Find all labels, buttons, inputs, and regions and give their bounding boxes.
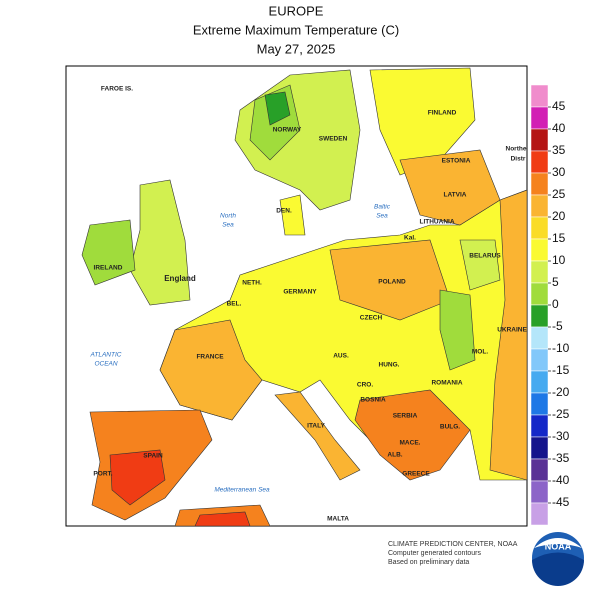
place-label: SERBIA [393, 413, 418, 420]
place-label: ITALY [307, 423, 325, 430]
footer-text: Based on preliminary data [388, 559, 469, 566]
colorbar-label: 20 [552, 209, 566, 223]
place-label: Kal. [404, 235, 416, 242]
colorbar-segment [530, 282, 549, 306]
colorbar-segment [530, 238, 549, 262]
colorbar-segment [530, 172, 549, 196]
colorbar-segment [530, 304, 549, 328]
colorbar-label: 40 [552, 121, 566, 135]
place-label: UKRAINE [497, 327, 527, 334]
sea-label: Baltic [374, 204, 391, 211]
footer-text: Computer generated contours [388, 550, 481, 557]
colorbar-segment [530, 502, 549, 526]
place-label: Northe [506, 146, 527, 153]
place-label: AUS. [333, 353, 349, 360]
place-label: LITHUANIA [419, 219, 454, 226]
colorbar-segment [530, 194, 549, 218]
footer-text: CLIMATE PREDICTION CENTER, NOAA [388, 541, 518, 548]
colorbar-segment [530, 480, 549, 504]
colorbar: 45 40 35 30 25 20 15 10 5 0 -5 -10 -15 -20 -25 -30 -35 -4… [530, 84, 570, 526]
colorbar-label: 10 [552, 253, 566, 267]
colorbar-label: -35 [552, 451, 570, 465]
place-label: FINLAND [428, 110, 457, 117]
place-label: CRO. [357, 382, 373, 389]
place-label: MOL. [472, 349, 488, 356]
place-label: ESTONIA [442, 158, 471, 165]
colorbar-label: -15 [552, 363, 570, 377]
colorbar-segment [530, 150, 549, 174]
colorbar-label: 45 [552, 99, 566, 113]
labels: FAROE IS. NORWAY SWEDEN FINLAND ESTONIA … [90, 86, 528, 523]
place-label: IRELAND [94, 265, 123, 272]
place-label: HUNG. [379, 362, 400, 369]
colorbar-label: -10 [552, 341, 570, 355]
colorbar-label: -45 [552, 495, 570, 509]
logo-text: NOAA [545, 541, 572, 551]
place-label: BEL. [227, 301, 242, 308]
colorbar-label: 5 [552, 275, 559, 289]
place-label: NORWAY [273, 127, 302, 134]
colorbar-segment [530, 414, 549, 438]
region: EUROPE [269, 3, 324, 18]
place-label: DEN. [276, 208, 292, 215]
place-label: GERMANY [283, 289, 317, 296]
colorbar-segment [530, 84, 549, 108]
place-label: LATVIA [444, 192, 467, 199]
place-label: BELARUS [469, 253, 501, 260]
place-label: CZECH [360, 315, 383, 322]
place-label: FAROE IS. [101, 86, 133, 93]
map [65, 65, 528, 527]
colorbar-label: -40 [552, 473, 570, 487]
place-label: POLAND [378, 279, 406, 286]
sea-label: Sea [376, 213, 388, 220]
colorbar-label: 25 [552, 187, 566, 201]
colorbar-segment [530, 370, 549, 394]
sea-label: ATLANTIC [90, 352, 122, 359]
place-label: PORT. [93, 471, 112, 478]
colorbar-segment [530, 392, 549, 416]
place-label: ALB. [387, 452, 402, 459]
colorbar-label: -25 [552, 407, 570, 421]
place-label: NETH. [242, 280, 262, 287]
colorbar-label: -30 [552, 429, 570, 443]
colorbar-segment [530, 348, 549, 372]
colorbar-segment [530, 260, 549, 284]
colorbar-label: 35 [552, 143, 566, 157]
colorbar-segment [530, 436, 549, 460]
date: May 27, 2025 [257, 41, 336, 56]
colorbar-segment [530, 458, 549, 482]
place-label: MALTA [327, 516, 349, 523]
place-label: SPAIN [143, 453, 163, 460]
place-label: GREECE [402, 471, 430, 478]
noaa-logo: NOAA [532, 532, 584, 586]
place-label: ROMANIA [431, 380, 462, 387]
place-label: SWEDEN [319, 136, 348, 143]
place-label: Distr [511, 156, 526, 163]
place-label: England [164, 274, 196, 283]
colorbar-label: -20 [552, 385, 570, 399]
colorbar-label: 0 [552, 297, 559, 311]
place-label: BULG. [440, 424, 460, 431]
place-label: BOSNIA [360, 397, 386, 404]
title: Extreme Maximum Temperature (C) [193, 22, 399, 37]
sea-label: Sea [222, 222, 234, 229]
colorbar-segment [530, 128, 549, 152]
colorbar-segment [530, 216, 549, 240]
sea-label: North [220, 213, 236, 220]
place-label: FRANCE [196, 354, 224, 361]
colorbar-segment [530, 326, 549, 350]
sea-label: OCEAN [94, 361, 117, 368]
colorbar-label: -5 [552, 319, 563, 333]
colorbar-label: 15 [552, 231, 566, 245]
colorbar-segment [530, 106, 549, 130]
sea-label: Mediterranean Sea [214, 487, 270, 494]
colorbar-label: 30 [552, 165, 566, 179]
place-label: MACE. [400, 440, 421, 447]
